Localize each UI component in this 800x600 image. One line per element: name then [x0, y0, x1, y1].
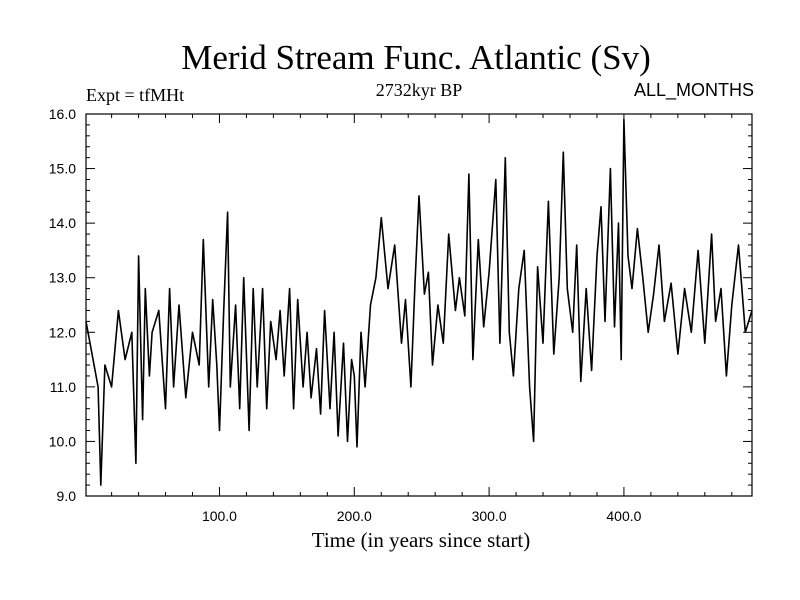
x-tick-label: 200.0 [337, 508, 372, 524]
x-axis-label: Time (in years since start) [311, 528, 531, 552]
y-tick-label: 10.0 [49, 433, 76, 449]
y-tick-label: 14.0 [49, 215, 76, 231]
series-line [85, 118, 753, 486]
x-tick-label: 300.0 [472, 508, 507, 524]
x-tick-label: 400.0 [606, 508, 641, 524]
plot-frame [85, 113, 753, 497]
chart-title: Merid Stream Func. Atlantic (Sv) [181, 38, 651, 77]
experiment-label: Expt = tfMHt [86, 85, 185, 105]
y-tick-label: 15.0 [49, 161, 76, 177]
y-tick-label: 16.0 [49, 106, 76, 122]
y-tick-label: 12.0 [49, 324, 76, 340]
chart-subtitle: 2732kyr BP [375, 80, 463, 100]
y-tick-label: 9.0 [57, 488, 77, 504]
x-tick-label: 100.0 [202, 508, 237, 524]
tick-labels: 9.0 10.0 11.0 12.0 13.0 14.0 15.0 16.0 100.0 200.… [49, 106, 642, 524]
y-tick-label: 13.0 [49, 270, 76, 286]
y-tick-label: 11.0 [50, 379, 76, 395]
months-label: ALL_MONTHS [633, 80, 754, 100]
